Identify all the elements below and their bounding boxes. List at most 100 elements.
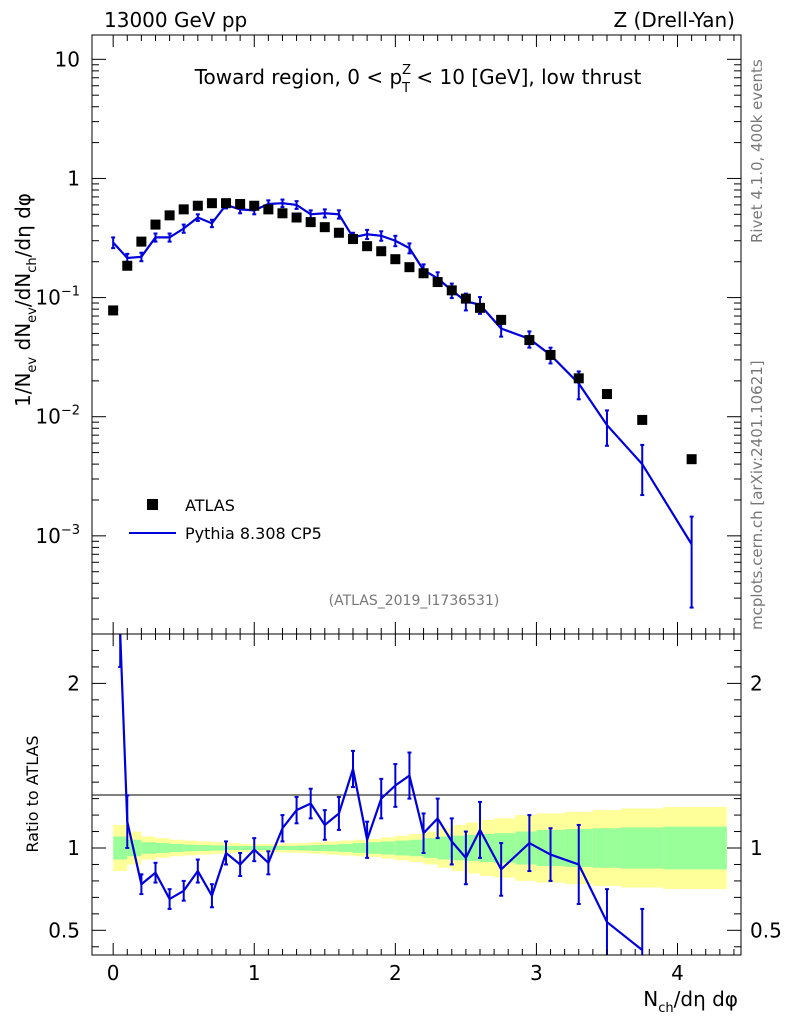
atlas-data-point xyxy=(333,227,344,238)
atlas-data-point xyxy=(319,222,330,233)
band-inner-bin xyxy=(197,845,212,851)
atlas-data-point xyxy=(192,200,203,211)
main-y-tick-label: 10−1 xyxy=(35,285,80,310)
main-plot: 10−3 10−2 10−1 1 10 xyxy=(35,34,742,635)
atlas-data-point xyxy=(524,335,535,346)
main-y-tick-label: 10−2 xyxy=(35,404,80,429)
legend-label-atlas: ATLAS xyxy=(185,496,235,515)
band-inner-bin xyxy=(240,846,255,850)
atlas-data-point xyxy=(150,219,161,230)
main-plot-marks xyxy=(108,198,697,609)
atlas-data-point xyxy=(235,199,246,210)
header-left: 13000 GeV pp xyxy=(104,8,247,32)
legend-label-pythia: Pythia 8.308 CP5 xyxy=(185,524,322,543)
atlas-data-point xyxy=(249,200,260,211)
main-y-tick-label: 10−3 xyxy=(35,523,80,548)
band-inner-bin xyxy=(169,843,184,853)
atlas-data-point xyxy=(348,234,359,245)
atlas-data-point xyxy=(136,236,147,247)
atlas-data-point xyxy=(460,293,471,304)
x-axis-label: Nch/dη dφ xyxy=(643,987,738,1016)
main-plot-frame xyxy=(91,34,742,635)
band-inner-bin xyxy=(515,831,537,865)
band-inner-bin xyxy=(211,845,227,851)
band-inner-bin xyxy=(338,843,354,853)
ratio-y-tick-label-right: 0.5 xyxy=(750,918,782,942)
atlas-data-point xyxy=(474,302,485,313)
ratio-y-axis-label: Ratio to ATLAS xyxy=(23,735,42,852)
ratio-plot-marks xyxy=(118,633,645,955)
band-inner-bin xyxy=(479,834,495,862)
band-inner-bin xyxy=(367,842,382,854)
ratio-y-tick-label-right: 1 xyxy=(750,836,763,860)
x-tick-label: 4 xyxy=(671,961,684,985)
band-inner-bin xyxy=(381,841,396,855)
band-inner-bin xyxy=(155,843,170,853)
band-inner-bin xyxy=(423,838,438,858)
main-y-tick-label: 1 xyxy=(67,166,80,190)
band-inner-bin xyxy=(226,846,241,850)
band-inner-bin xyxy=(592,828,622,868)
atlas-data-point xyxy=(418,268,429,279)
mcplots-reference-text: mcplots.cern.ch [arXiv:2401.10621] xyxy=(748,360,766,630)
ratio-plot-frame xyxy=(91,633,742,956)
ratio-y-tick-label: 0.5 xyxy=(48,918,80,942)
ratio-y-tick-label: 1 xyxy=(67,836,80,860)
band-inner-bin xyxy=(494,833,516,863)
atlas-data-point xyxy=(573,373,584,384)
atlas-data-point xyxy=(277,208,288,219)
main-y-tick-label: 10 xyxy=(55,47,80,71)
atlas-data-point xyxy=(263,204,274,215)
band-inner-bin xyxy=(282,846,297,850)
band-inner-bin xyxy=(621,827,664,869)
atlas-data-point xyxy=(545,349,556,360)
band-inner-bin xyxy=(141,842,156,854)
atlas-data-point xyxy=(206,198,217,209)
atlas-data-point xyxy=(305,217,316,228)
band-inner-bin xyxy=(183,844,198,852)
ratio-plot: 0.5 0.5 1 1 2 2 0 1 2 3 4 xyxy=(48,633,782,985)
atlas-data-point xyxy=(601,389,612,400)
analysis-watermark: (ATLAS_2019_I1736531) xyxy=(329,593,500,609)
mc-series-line xyxy=(112,202,693,545)
atlas-data-point xyxy=(221,198,232,209)
atlas-data-point xyxy=(446,285,457,296)
band-inner-bin xyxy=(113,836,128,860)
ratio-y-tick-label: 2 xyxy=(67,671,80,695)
legend-marker-atlas xyxy=(147,499,158,510)
band-inner-bin xyxy=(663,826,727,870)
band-inner-bin xyxy=(324,844,339,852)
atlas-data-point xyxy=(496,314,507,325)
x-tick-label: 1 xyxy=(248,961,261,985)
band-inner-bin xyxy=(310,845,325,851)
x-tick-label: 3 xyxy=(530,961,543,985)
ratio-plot-ticks: 0.5 0.5 1 1 2 2 0 1 2 3 4 xyxy=(48,634,782,985)
rivet-version-text: Rivet 4.1.0, 400k events xyxy=(748,59,766,243)
x-tick-label: 2 xyxy=(389,961,402,985)
band-inner-bin xyxy=(437,836,452,860)
atlas-data-point xyxy=(291,212,302,223)
band-inner-bin xyxy=(465,834,480,862)
band-inner-bin xyxy=(296,845,311,851)
band-inner-bin xyxy=(395,840,410,856)
atlas-data-point xyxy=(637,414,648,425)
atlas-data-point xyxy=(108,305,119,316)
ratio-y-tick-label-right: 2 xyxy=(750,671,763,695)
band-inner-bin xyxy=(353,843,368,853)
atlas-data-point xyxy=(376,246,387,257)
atlas-data-point xyxy=(686,454,697,465)
main-plot-ticks: 10−3 10−2 10−1 1 10 xyxy=(35,35,741,634)
chart-title: Toward region, 0 < pZ T < 10 [GeV], low t… xyxy=(194,63,642,96)
header-right: Z (Drell-Yan) xyxy=(613,8,735,32)
atlas-data-point xyxy=(164,210,175,221)
legend: ATLAS Pythia 8.308 CP5 xyxy=(129,496,322,543)
ratio-series-line xyxy=(119,633,643,951)
band-inner-bin xyxy=(254,846,269,850)
atlas-data-point xyxy=(178,204,189,215)
atlas-data-point xyxy=(404,262,415,273)
band-inner-bin xyxy=(409,839,424,857)
atlas-data-point xyxy=(122,260,133,271)
x-tick-label: 0 xyxy=(107,961,120,985)
atlas-data-point xyxy=(390,254,401,265)
